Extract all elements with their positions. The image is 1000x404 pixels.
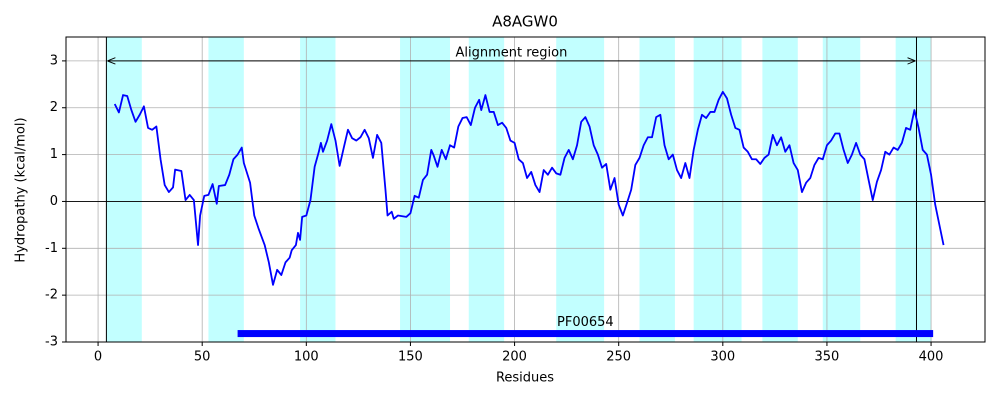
hydrophobic-region <box>556 37 605 342</box>
hydrophobic-region <box>693 37 742 342</box>
x-tick-label: 250 <box>606 350 631 365</box>
hydropathy-line <box>113 90 945 286</box>
hydrophobic-region <box>468 37 505 342</box>
y-tick-label: 3 <box>50 53 58 68</box>
hydrophobic-region <box>106 37 142 342</box>
y-tick-label: 1 <box>50 147 58 162</box>
plot-area: 0 50 100 150 200 250 300 350 400 -3 -2 -1 0 1 2 3 Alignm… <box>45 36 986 365</box>
chart-title: A8AGW0 <box>492 13 558 31</box>
x-tick-label: 300 <box>710 350 735 365</box>
y-axis-label: Hydropathy (kcal/mol) <box>14 117 29 262</box>
y-tick-label: -3 <box>45 335 58 350</box>
x-tick-label: 0 <box>94 350 102 365</box>
hydrophobic-region <box>639 37 675 342</box>
hydrophobic-region <box>300 37 336 342</box>
x-tick-label: 200 <box>502 350 527 365</box>
alignment-label: Alignment region <box>456 45 568 60</box>
x-axis-label: Residues <box>496 371 554 386</box>
x-tick-label: 400 <box>919 350 944 365</box>
y-tick-label: 2 <box>50 100 58 115</box>
domain-bar <box>237 330 934 338</box>
x-tick-label: 350 <box>815 350 840 365</box>
hydrophobic-region <box>400 37 451 342</box>
x-tick-label: 50 <box>194 350 211 365</box>
hydrophobic-region <box>762 37 798 342</box>
y-tick-label: 0 <box>50 194 58 209</box>
x-tick-label: 150 <box>398 350 423 365</box>
x-tick-label: 100 <box>294 350 319 365</box>
domain-label: PF00654 <box>557 315 614 330</box>
hydrophobic-region <box>895 37 932 342</box>
y-tick-label: -1 <box>45 241 58 256</box>
hydrophobic-region <box>822 37 861 342</box>
axes-frame <box>65 36 986 343</box>
y-tick-label: -2 <box>45 288 58 303</box>
